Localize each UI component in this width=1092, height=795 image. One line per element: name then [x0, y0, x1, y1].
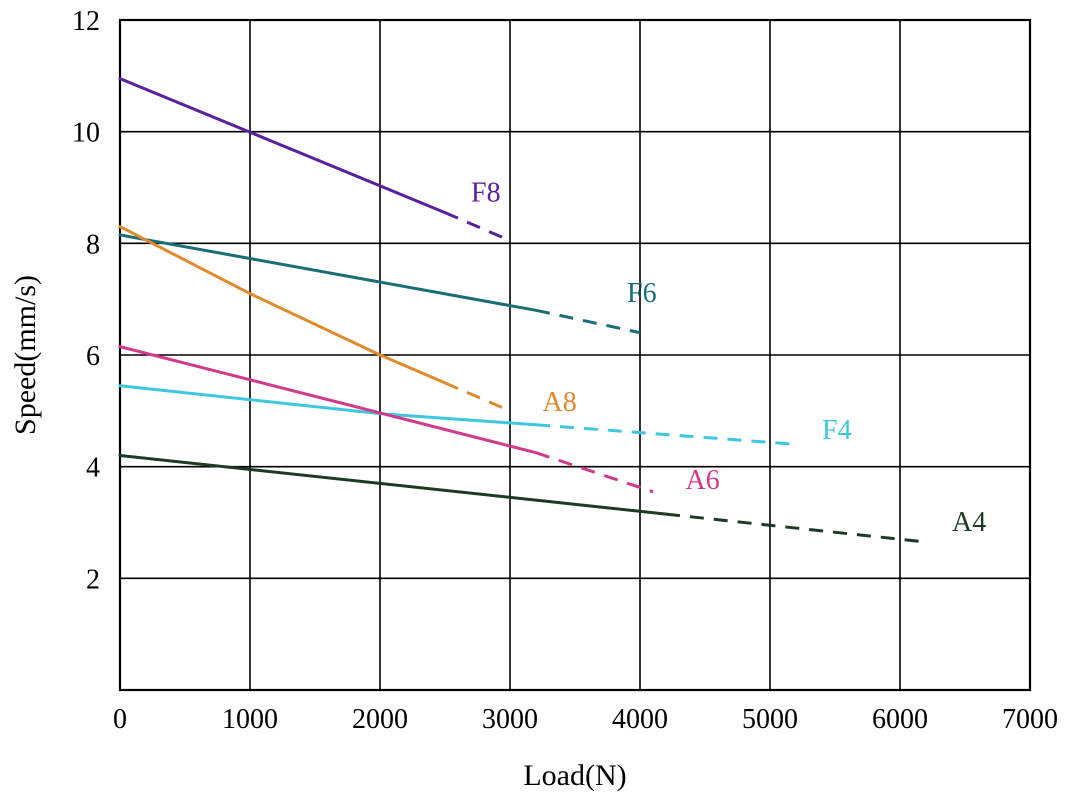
svg-text:7000: 7000	[1002, 704, 1058, 735]
svg-text:0: 0	[113, 704, 127, 735]
y-axis-label: Speed(mm/s)	[9, 275, 42, 435]
x-axis-label: Load(N)	[523, 759, 626, 792]
svg-text:3000: 3000	[482, 704, 538, 735]
series-label-F8: F8	[471, 177, 501, 208]
series-label-F4: F4	[822, 415, 852, 446]
svg-text:2000: 2000	[352, 704, 408, 735]
svg-text:6: 6	[86, 341, 100, 372]
series-label-A6: A6	[686, 465, 720, 496]
svg-text:5000: 5000	[742, 704, 798, 735]
svg-text:2: 2	[86, 564, 100, 595]
svg-text:8: 8	[86, 229, 100, 260]
speed-load-chart: 0 1000 2000 3000 4000 5000 6000 7000 2 4 6 8 10 12 Loa…	[0, 0, 1092, 795]
series-label-A4: A4	[952, 507, 986, 538]
svg-text:1000: 1000	[222, 704, 278, 735]
svg-text:10: 10	[72, 118, 100, 149]
series-label-A8: A8	[543, 387, 577, 418]
chart-svg: 0 1000 2000 3000 4000 5000 6000 7000 2 4 6 8 10 12 Loa…	[0, 0, 1092, 795]
svg-text:6000: 6000	[872, 704, 928, 735]
svg-text:4000: 4000	[612, 704, 668, 735]
series-label-F6: F6	[627, 278, 657, 309]
svg-text:12: 12	[72, 6, 100, 37]
svg-text:4: 4	[86, 453, 100, 484]
